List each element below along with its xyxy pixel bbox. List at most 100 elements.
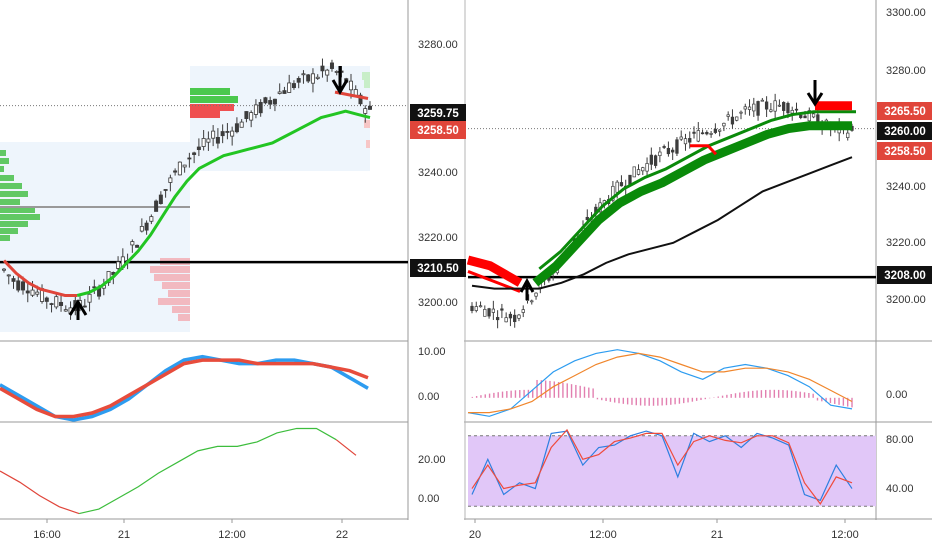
candle-body — [636, 169, 641, 175]
candle-body — [474, 306, 478, 311]
candle-body — [619, 182, 624, 187]
volume-profile-bar — [190, 104, 234, 111]
candle-body — [239, 121, 244, 128]
left-time-tick-label: 22 — [336, 529, 348, 541]
volume-profile-bar — [168, 290, 190, 297]
candle-body — [513, 314, 517, 323]
price-label-text: 3260.00 — [884, 126, 926, 138]
candle-body — [756, 101, 760, 116]
candle-body — [743, 106, 747, 110]
right-trailing-band-down — [466, 255, 523, 287]
candle-body — [177, 161, 182, 176]
candle-body — [752, 103, 756, 112]
candle-body — [211, 130, 216, 139]
volume-profile-bar — [0, 221, 28, 227]
left-macd-tick-label: 0.00 — [418, 391, 439, 403]
candle-body — [130, 241, 135, 246]
candle-body — [530, 300, 534, 303]
candle-body — [225, 131, 230, 133]
candle-body — [49, 303, 54, 305]
candle-body — [790, 109, 794, 114]
candle-body — [201, 138, 206, 147]
candle-body — [258, 102, 263, 114]
trailing-stop-down-line — [2, 259, 78, 298]
candle-body — [671, 149, 675, 153]
candle-body — [747, 106, 752, 110]
candle-body — [63, 309, 68, 312]
candle-body — [263, 97, 268, 104]
candle-body — [206, 138, 211, 143]
candle-body — [215, 136, 220, 144]
volume-profile-bar — [0, 207, 35, 213]
right-trailing-band-up — [532, 121, 852, 287]
candle-body — [666, 147, 671, 155]
candle-body — [187, 157, 192, 160]
candle-body — [777, 104, 782, 107]
candle-body — [54, 296, 59, 308]
candle-body — [470, 305, 474, 311]
volume-profile-bar — [0, 235, 10, 241]
candle-body — [483, 309, 487, 317]
candle-body — [709, 133, 713, 135]
candle-body — [696, 130, 700, 142]
stochastic-d-line — [471, 428, 853, 505]
stochastic-band — [468, 435, 876, 507]
left-oscillator-line-up — [78, 427, 337, 515]
price-label-text: 3265.50 — [884, 106, 926, 118]
left-time-tick-label: 12:00 — [218, 529, 246, 541]
candle-body — [764, 101, 769, 110]
price-label-box — [877, 266, 932, 284]
candle-body — [230, 130, 235, 137]
left-oscillator-line-down — [335, 439, 357, 456]
candle-body — [705, 132, 709, 135]
candle-body — [534, 292, 538, 297]
right-price-tick-label: 3280.00 — [886, 65, 926, 77]
volume-profile-bar — [190, 111, 220, 118]
price-label-box — [410, 259, 466, 277]
candle-body — [713, 128, 718, 133]
volume-profile-bar — [158, 298, 190, 305]
right-price-tick-label: 3200.00 — [886, 294, 926, 306]
right-price-tick-label: 3220.00 — [886, 237, 926, 249]
candle-body — [11, 278, 16, 282]
candle-body — [144, 222, 149, 231]
candle-body — [504, 317, 508, 323]
price-label-box — [410, 104, 466, 122]
candle-body — [688, 138, 692, 143]
candle-body — [786, 102, 790, 114]
right-stoch-tick-label: 80.00 — [886, 434, 914, 446]
volume-profile-bar — [0, 228, 18, 234]
candle-body — [334, 71, 339, 73]
candle-body — [500, 308, 504, 311]
candle-body — [773, 100, 777, 112]
candle-body — [653, 155, 658, 166]
candle-body — [244, 111, 249, 119]
candle-body — [249, 112, 254, 121]
candle-body — [158, 194, 163, 204]
candle-body — [268, 100, 273, 105]
buy-arrow-icon — [68, 299, 88, 320]
candle-body — [782, 102, 786, 111]
volume-profile-bar — [0, 183, 22, 189]
candle-body — [769, 109, 773, 112]
candle-body — [662, 146, 666, 148]
left-price-tick-label: 3220.00 — [418, 232, 458, 244]
left-oscillator-line-down — [0, 470, 80, 515]
right-time-tick-label: 20 — [469, 529, 481, 541]
sell-arrow-icon — [331, 66, 349, 95]
right-stoch-tick-label: 40.00 — [886, 483, 914, 495]
candle-body — [30, 289, 35, 296]
left-price-tick-label: 3240.00 — [418, 167, 458, 179]
candle-body — [6, 274, 11, 277]
candle-body — [641, 167, 645, 172]
volume-profile-bar — [0, 191, 28, 197]
candle-body — [649, 154, 653, 165]
candle-body — [287, 82, 292, 93]
left-price-tick-label: 3280.00 — [418, 39, 458, 51]
candle-body — [291, 83, 296, 89]
candle-body — [277, 91, 282, 94]
right-time-tick-label: 12:00 — [589, 529, 617, 541]
candle-body — [116, 261, 121, 269]
volume-profile-bar — [0, 150, 6, 156]
candle-body — [59, 301, 64, 306]
